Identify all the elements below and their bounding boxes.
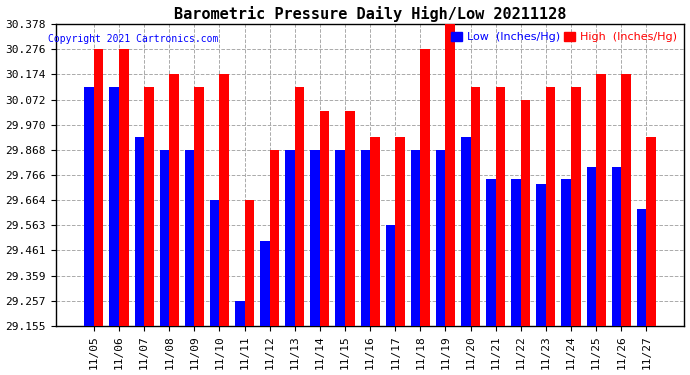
Bar (395, 137, 405, 326)
Title: Barometric Pressure Daily High/Low 20211128: Barometric Pressure Daily High/Low 20211… (174, 6, 566, 21)
Bar (411, 150, 420, 326)
Bar (285, 150, 295, 326)
Bar (461, 137, 471, 326)
Bar (370, 137, 380, 326)
Bar (219, 75, 229, 326)
Bar (621, 75, 631, 326)
Bar (135, 137, 144, 326)
Bar (611, 167, 621, 326)
Bar (144, 87, 154, 326)
Bar (244, 200, 254, 326)
Bar (295, 87, 304, 326)
Bar (511, 179, 521, 326)
Bar (596, 75, 606, 326)
Bar (420, 49, 430, 326)
Bar (110, 87, 119, 326)
Bar (536, 184, 546, 326)
Bar (345, 111, 355, 326)
Bar (119, 49, 128, 326)
Bar (436, 150, 446, 326)
Legend: Low  (Inches/Hg), High  (Inches/Hg): Low (Inches/Hg), High (Inches/Hg) (448, 30, 679, 45)
Bar (320, 111, 329, 326)
Bar (486, 179, 495, 326)
Bar (335, 150, 345, 326)
Bar (235, 301, 244, 326)
Text: Copyright 2021 Cartronics.com: Copyright 2021 Cartronics.com (48, 34, 219, 44)
Bar (185, 150, 195, 326)
Bar (562, 179, 571, 326)
Bar (521, 100, 531, 326)
Bar (647, 137, 656, 326)
Bar (571, 87, 580, 326)
Bar (546, 87, 555, 326)
Bar (637, 209, 647, 326)
Bar (386, 225, 395, 326)
Bar (195, 87, 204, 326)
Bar (310, 150, 320, 326)
Bar (361, 150, 370, 326)
Bar (495, 87, 505, 326)
Bar (169, 75, 179, 326)
Bar (159, 150, 169, 326)
Bar (270, 150, 279, 326)
Bar (586, 167, 596, 326)
Bar (94, 49, 104, 326)
Bar (446, 24, 455, 326)
Bar (210, 200, 219, 326)
Bar (260, 241, 270, 326)
Bar (84, 87, 94, 326)
Bar (471, 87, 480, 326)
